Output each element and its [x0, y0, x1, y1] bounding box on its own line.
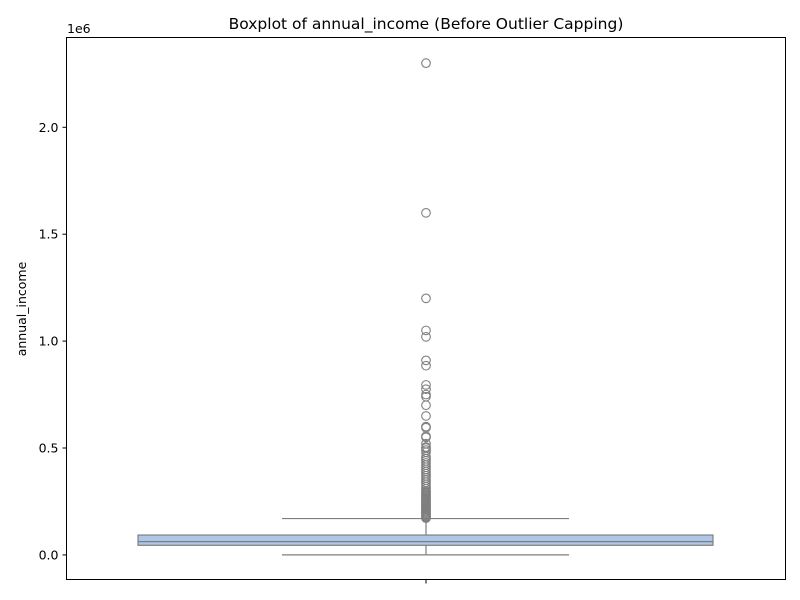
y-axis-label: annual_income [14, 261, 29, 356]
y-tick-label: 0.0 [39, 547, 59, 562]
y-tick-label: 2.0 [39, 120, 59, 135]
outlier-point [421, 432, 431, 443]
iqr-box [137, 534, 714, 546]
y-tick-label: 1.0 [39, 334, 59, 349]
outlier-point [421, 331, 431, 342]
y-tick-label: 0.5 [39, 441, 59, 456]
chart-title: Boxplot of annual_income (Before Outlier… [229, 15, 624, 34]
outlier-point [421, 360, 431, 371]
outlier-point [421, 513, 431, 523]
y-axis-ticks: 0.0 0.5 1.0 1.5 2.0 [39, 120, 67, 562]
outlier-point [421, 58, 431, 69]
outlier-point [421, 293, 431, 304]
y-axis-offset-label: 1e6 [67, 21, 91, 36]
outlier-point [421, 355, 431, 366]
outlier-point [421, 389, 431, 400]
outlier-point [421, 207, 431, 218]
outlier-point [421, 400, 431, 411]
y-tick-label: 1.5 [39, 227, 59, 242]
outlier-point [421, 325, 431, 336]
plot-area [137, 58, 714, 556]
outlier-point [421, 411, 431, 421]
outlier-point [421, 384, 431, 395]
outlier-point [421, 380, 431, 390]
